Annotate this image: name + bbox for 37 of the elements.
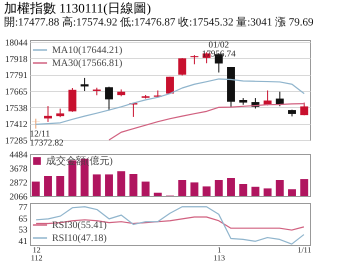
y-tick-label: 2066 — [10, 192, 28, 202]
line-series — [35, 206, 305, 245]
y-tick-label: 17538 — [5, 102, 28, 113]
y-tick-label: 17918 — [5, 54, 28, 64]
legend-label: MA30(17566.81) — [52, 58, 122, 69]
y-tick-label: 77 — [18, 202, 28, 212]
y-tick-label: 17412 — [5, 119, 28, 130]
candlestick — [32, 118, 40, 130]
candlestick — [68, 88, 76, 112]
y-tick-label: 2872 — [10, 178, 28, 188]
legend-label: RSI10(47.18) — [52, 233, 107, 244]
y-tick-label: 53 — [18, 224, 28, 235]
candlestick — [44, 106, 52, 122]
candlestick — [105, 86, 113, 112]
legend-label: MA10(17644.21) — [52, 45, 122, 56]
y-tick-label: 18044 — [5, 38, 28, 48]
candlestick — [178, 58, 186, 76]
x-tick-label: 1 113 — [213, 246, 226, 262]
y-tick-label: 17791 — [5, 70, 28, 80]
x-tick-label: 1/11 — [297, 246, 312, 254]
y-tick-label: 41 — [18, 236, 28, 246]
candlestick — [276, 91, 284, 107]
legend-label: RSI30(55.41) — [52, 220, 107, 231]
line-series — [35, 78, 305, 125]
y-tick-label: 17285 — [5, 136, 28, 146]
candlestick — [190, 54, 198, 65]
y-tick-label: 3678 — [10, 164, 28, 174]
chart-title: 加權指數 1130111(日線圖) — [4, 0, 151, 16]
x-tick-label: 12 112 — [30, 246, 42, 262]
y-tick-label: 65 — [18, 213, 28, 224]
chart-subtitle: 開:17477.88 高:17574.92 低:17476.87 收:17545.32 量:3041 漲 79.69 — [4, 16, 314, 29]
candlestick — [80, 77, 89, 92]
candlestick — [300, 102, 308, 116]
y-tick-label: 4484 — [10, 150, 28, 160]
annotation: 12/11 17372.82 — [30, 128, 64, 148]
line-series — [35, 216, 305, 231]
y-tick-label: 17665 — [5, 86, 28, 96]
